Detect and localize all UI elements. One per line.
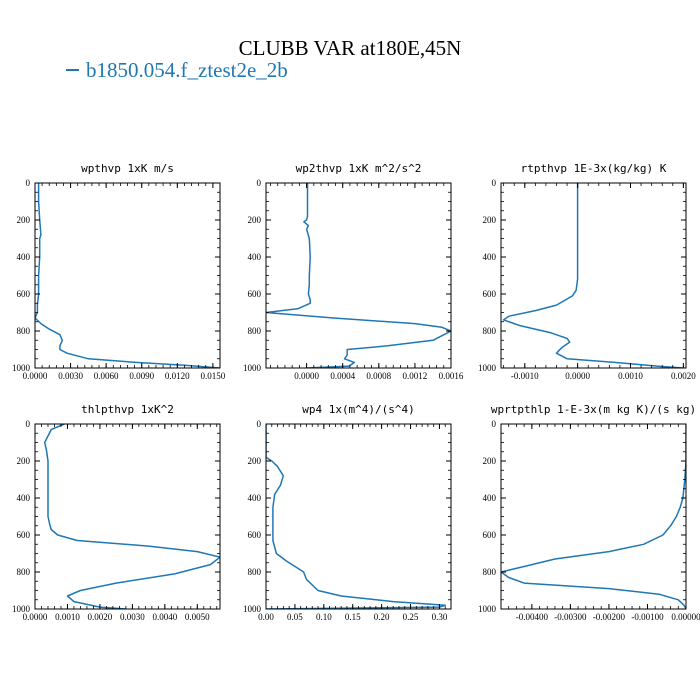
y-tick-label: 800: [483, 326, 497, 336]
y-tick-label: 400: [17, 493, 31, 503]
x-tick-label: -0.00100: [631, 612, 664, 622]
x-tick-label: 0.0004: [330, 371, 355, 381]
x-tick-label: 0.0020: [671, 371, 696, 381]
plot-frame: [500, 182, 687, 369]
x-tick-label: 0.00000: [671, 612, 700, 622]
x-tick-label: 0.0020: [88, 612, 113, 622]
y-tick-label: 0: [492, 419, 497, 429]
y-tick-label: 200: [248, 456, 262, 466]
panel-title: wpthvp 1xK m/s: [81, 162, 174, 175]
x-tick-label: 0.0090: [129, 371, 154, 381]
x-tick-label: 0.05: [287, 612, 303, 622]
x-tick-label: 0.0000: [565, 371, 590, 381]
y-tick-label: 600: [17, 530, 31, 540]
y-tick-label: 800: [248, 567, 262, 577]
series-line: [35, 183, 220, 368]
y-tick-label: 1000: [478, 604, 497, 614]
series-line: [502, 183, 684, 368]
y-tick-label: 1000: [243, 363, 262, 373]
y-tick-label: 800: [17, 567, 31, 577]
x-tick-label: 0.15: [345, 612, 361, 622]
y-tick-label: 200: [483, 215, 497, 225]
x-tick-label: 0.30: [432, 612, 448, 622]
y-tick-label: 400: [483, 252, 497, 262]
x-tick-label: 0.0050: [185, 612, 210, 622]
y-tick-label: 200: [483, 456, 497, 466]
y-tick-label: 600: [248, 289, 262, 299]
y-tick-label: 600: [248, 530, 262, 540]
series-line: [266, 424, 446, 609]
x-tick-label: 0.0060: [94, 371, 119, 381]
x-tick-label: 0.0150: [201, 371, 226, 381]
x-tick-label: 0.20: [374, 612, 390, 622]
x-tick-label: 0.0016: [439, 371, 464, 381]
panel-title: wp2thvp 1xK m^2/s^2: [296, 162, 422, 175]
y-tick-label: 400: [248, 252, 262, 262]
y-tick-label: 600: [483, 289, 497, 299]
x-tick-label: 0.00: [258, 612, 274, 622]
y-tick-label: 400: [17, 252, 31, 262]
series-line: [501, 424, 686, 609]
y-tick-label: 0: [257, 178, 262, 188]
x-tick-label: 0.0000: [23, 612, 48, 622]
y-tick-label: 0: [492, 178, 497, 188]
x-tick-label: 0.0010: [55, 612, 80, 622]
x-tick-label: -0.00400: [516, 612, 549, 622]
y-tick-label: 600: [483, 530, 497, 540]
plot-frame: [265, 423, 452, 610]
figure-title: CLUBB VAR at180E,45N: [238, 36, 462, 60]
y-tick-label: 200: [248, 215, 262, 225]
legend-series-label: b1850.054.f_ztest2e_2b: [86, 58, 288, 82]
panel-6: wprtpthlp 1-E-3x(m kg K)/(s kg) 0 200 400 60…: [478, 403, 700, 622]
plot-frame: [265, 182, 452, 369]
panel-title: wp4 1x(m^4)/(s^4): [302, 403, 415, 416]
panel-title: thlpthvp 1xK^2: [81, 403, 174, 416]
x-tick-label: 0.0012: [403, 371, 428, 381]
x-tick-label: -0.00200: [593, 612, 626, 622]
y-tick-label: 400: [248, 493, 262, 503]
panel-title: wprtpthlp 1-E-3x(m kg K)/(s kg): [491, 403, 696, 416]
x-tick-label: 0.0040: [152, 612, 177, 622]
x-tick-label: 0.0000: [23, 371, 48, 381]
y-tick-label: 1000: [243, 604, 262, 614]
panel-2: wp2thvp 1xK m^2/s^2 0 200 400 600 800 1000 0.00…: [243, 162, 464, 381]
x-tick-label: 0.0030: [58, 371, 83, 381]
panel-title: rtpthvp 1E-3x(kg/kg) K: [521, 162, 667, 175]
y-tick-label: 0: [26, 178, 31, 188]
x-tick-label: 0.0000: [294, 371, 319, 381]
x-tick-label: 0.25: [403, 612, 419, 622]
y-tick-label: 200: [17, 215, 31, 225]
x-tick-label: 0.10: [316, 612, 332, 622]
x-tick-label: 0.0030: [120, 612, 145, 622]
x-tick-label: -0.0010: [511, 371, 539, 381]
y-tick-label: 200: [17, 456, 31, 466]
x-tick-label: 0.0010: [618, 371, 643, 381]
y-tick-label: 1000: [12, 604, 31, 614]
series-line: [43, 424, 220, 609]
y-tick-label: 1000: [478, 363, 497, 373]
x-tick-label: 0.0008: [366, 371, 391, 381]
y-tick-label: 0: [257, 419, 262, 429]
y-tick-label: 800: [17, 326, 31, 336]
legend: b1850.054.f_ztest2e_2b: [66, 58, 288, 83]
y-tick-label: 400: [483, 493, 497, 503]
legend-line-swatch: [66, 69, 79, 72]
y-tick-label: 600: [17, 289, 31, 299]
x-tick-label: 0.0120: [165, 371, 190, 381]
x-tick-label: -0.00300: [554, 612, 587, 622]
y-tick-label: 800: [248, 326, 262, 336]
plot-frame: [500, 423, 687, 610]
series-line: [266, 183, 451, 368]
y-tick-label: 0: [26, 419, 31, 429]
y-tick-label: 1000: [12, 363, 31, 373]
panel-3: rtpthvp 1E-3x(kg/kg) K 0 200 400 600 800 1000 -…: [478, 162, 696, 381]
y-tick-label: 800: [483, 567, 497, 577]
